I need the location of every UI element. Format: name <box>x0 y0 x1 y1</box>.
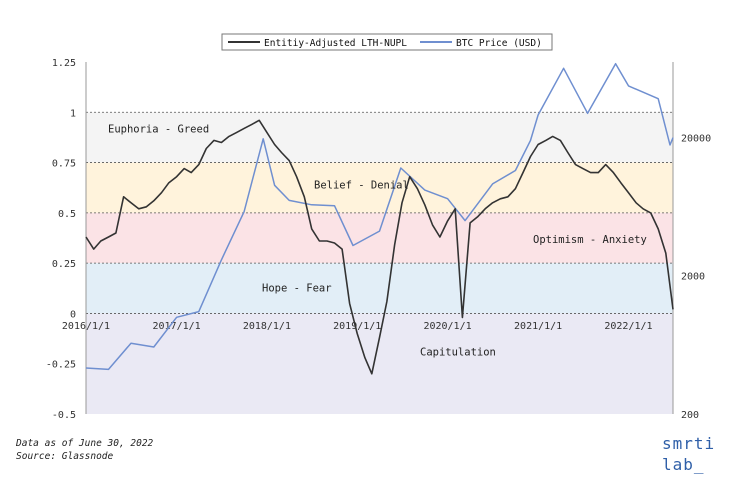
series-lines <box>85 62 674 375</box>
y-tick-label-6: -0.25 <box>46 360 76 371</box>
legend-label-nupl: Entitiy-Adjusted LTH-NUPL <box>264 38 407 49</box>
x-tick-label-5: 2021/1/1 <box>514 321 562 332</box>
y2-tick-label-0: 20000 <box>681 133 711 144</box>
brand-logo-line-2: lab_ <box>662 455 705 474</box>
y-tick-label-4: 0.25 <box>52 259 76 270</box>
x-tick-label-6: 2022/1/1 <box>604 321 652 332</box>
footnote-source: Source: Glassnode <box>16 451 114 462</box>
zone-bands <box>86 111 673 414</box>
y-axis-tick-labels: 1.25 1 0.75 0.5 0.25 0 -0.25 -0.5 <box>46 58 76 421</box>
y-tick-label-5: 0 <box>70 309 76 320</box>
legend-label-price: BTC Price (USD) <box>456 38 542 49</box>
y2-axis-tick-labels: 20000 2000 200 <box>681 133 711 421</box>
zone-band-3 <box>86 263 673 314</box>
legend: Entitiy-Adjusted LTH-NUPL BTC Price (USD… <box>221 33 553 51</box>
x-tick-label-4: 2020/1/1 <box>423 321 471 332</box>
x-tick-label-3: 2019/1/1 <box>333 321 381 332</box>
x-tick-label-0: 2016/1/1 <box>62 321 110 332</box>
y-tick-label-7: -0.5 <box>52 410 76 421</box>
zone-band-1 <box>86 162 673 213</box>
footnote-date: Data as of June 30, 2022 <box>16 438 154 449</box>
y-tick-label-1: 1 <box>70 108 76 119</box>
zone-label-0: Euphoria - Greed <box>108 123 209 135</box>
y-tick-label-2: 0.75 <box>52 159 76 170</box>
zone-label-2: Optimism - Anxiety <box>533 234 647 246</box>
zone-label-4: Capitulation <box>420 347 496 359</box>
brand-logo-line-1: smrti <box>662 434 716 453</box>
zone-band-0 <box>86 112 673 163</box>
y2-tick-label-1: 2000 <box>681 272 705 283</box>
nupl-line <box>85 119 674 375</box>
zone-label-1: Belief - Denial <box>314 180 409 192</box>
zone-band-4 <box>86 313 673 414</box>
x-tick-label-1: 2017/1/1 <box>152 321 200 332</box>
zone-labels: Euphoria - Greed Belief - Denial Optimism … <box>108 123 647 358</box>
x-axis-tick-labels: 2016/1/1 2017/1/1 2018/1/1 2019/1/1 2020/1/1… <box>62 321 653 332</box>
zone-label-3: Hope - Fear <box>262 282 332 294</box>
zone-band-2 <box>86 212 673 264</box>
legend-box <box>221 33 553 51</box>
y2-tick-label-2: 200 <box>681 410 699 421</box>
y-tick-label-0: 1.25 <box>52 58 76 69</box>
y-tick-label-3: 0.5 <box>58 209 76 220</box>
x-tick-label-2: 2018/1/1 <box>243 321 291 332</box>
price-line <box>85 62 674 371</box>
